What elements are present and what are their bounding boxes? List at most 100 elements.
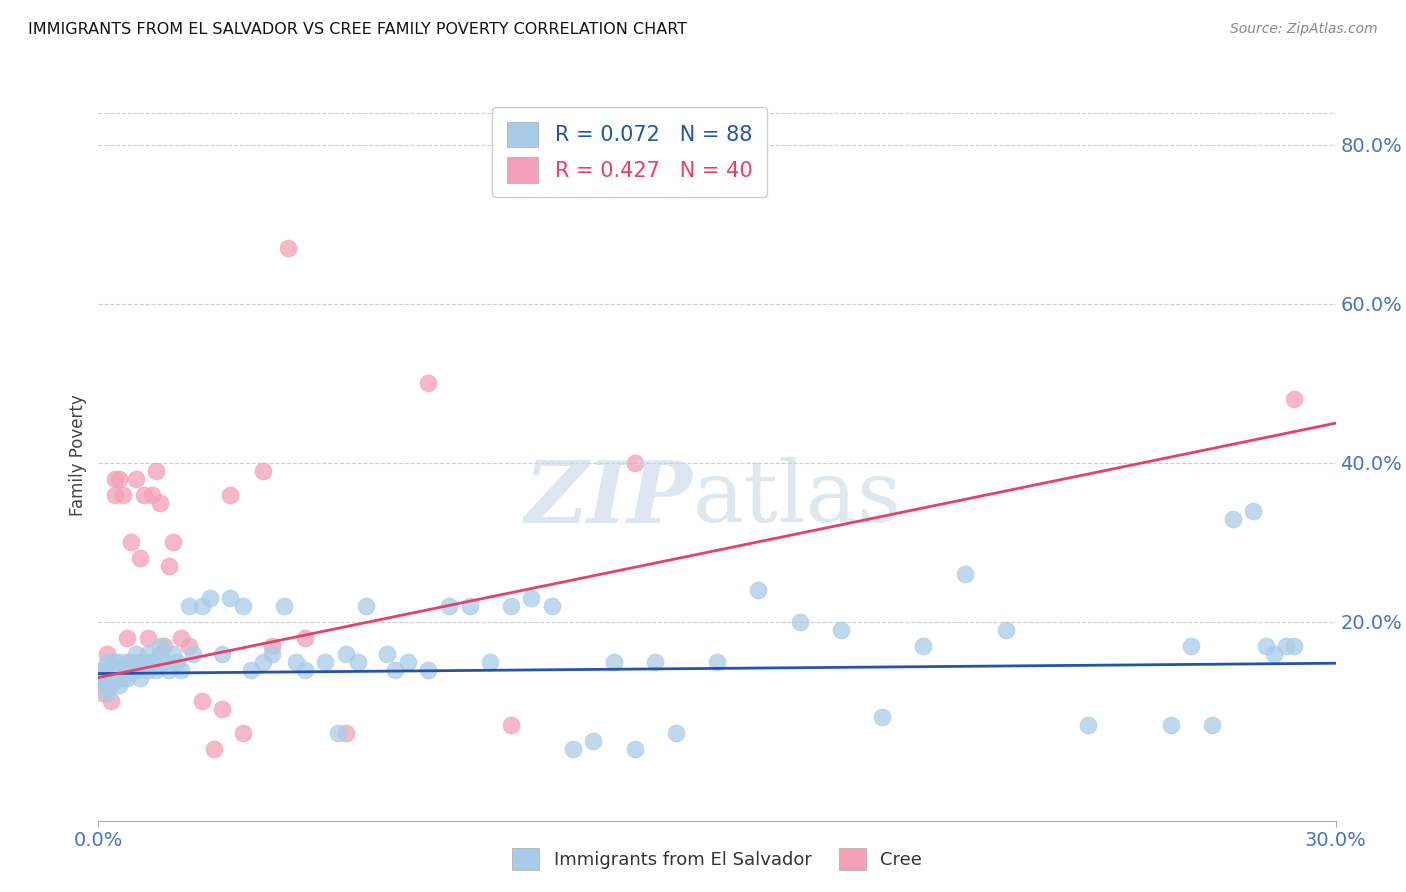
Point [384, 663, 406, 677]
Point [706, 655, 728, 669]
Point [91, 678, 114, 692]
Point [141, 655, 163, 669]
Point [153, 655, 176, 669]
Point [665, 726, 688, 740]
Point [1180, 639, 1202, 653]
Point [994, 623, 1017, 637]
Point [100, 678, 122, 692]
Point [179, 639, 201, 653]
Point [479, 655, 502, 669]
Y-axis label: Family Poverty: Family Poverty [69, 394, 87, 516]
Legend: Immigrants from El Salvador, Cree: Immigrants from El Salvador, Cree [505, 841, 929, 878]
Point [335, 647, 357, 661]
Point [181, 647, 204, 661]
Point [132, 488, 155, 502]
Point [124, 663, 146, 677]
Point [162, 647, 184, 661]
Point [112, 671, 135, 685]
Point [1160, 718, 1182, 732]
Text: Source: ZipAtlas.com: Source: ZipAtlas.com [1230, 22, 1378, 37]
Point [953, 567, 976, 582]
Point [541, 599, 564, 613]
Point [458, 599, 481, 613]
Point [91, 663, 114, 677]
Point [198, 591, 221, 605]
Text: atlas: atlas [692, 458, 901, 541]
Point [1263, 647, 1285, 661]
Point [603, 655, 626, 669]
Point [104, 655, 127, 669]
Point [1201, 718, 1223, 732]
Point [136, 647, 159, 661]
Point [1254, 639, 1277, 653]
Point [108, 472, 131, 486]
Point [96, 686, 118, 700]
Point [190, 694, 212, 708]
Point [232, 726, 254, 740]
Point [623, 742, 645, 756]
Point [153, 639, 176, 653]
Point [1284, 392, 1306, 407]
Point [117, 663, 139, 677]
Point [108, 678, 131, 692]
Point [136, 631, 159, 645]
Point [219, 488, 242, 502]
Point [149, 639, 172, 653]
Point [219, 591, 242, 605]
Point [96, 671, 118, 685]
Point [112, 663, 135, 677]
Point [96, 647, 118, 661]
Point [1275, 639, 1298, 653]
Point [285, 655, 308, 669]
Point [347, 655, 370, 669]
Point [100, 694, 122, 708]
Point [145, 464, 167, 478]
Point [375, 647, 398, 661]
Point [149, 495, 172, 509]
Text: IMMIGRANTS FROM EL SALVADOR VS CREE FAMILY POVERTY CORRELATION CHART: IMMIGRANTS FROM EL SALVADOR VS CREE FAMI… [28, 22, 688, 37]
Point [314, 655, 336, 669]
Point [91, 686, 114, 700]
Point [273, 599, 295, 613]
Point [128, 671, 150, 685]
Point [252, 464, 274, 478]
Point [1077, 718, 1099, 732]
Point [252, 655, 274, 669]
Point [120, 655, 142, 669]
Point [117, 671, 139, 685]
Point [232, 599, 254, 613]
Point [136, 663, 159, 677]
Point [520, 591, 543, 605]
Point [644, 655, 666, 669]
Point [418, 663, 440, 677]
Text: ZIP: ZIP [524, 457, 692, 541]
Point [96, 671, 118, 685]
Point [870, 710, 893, 724]
Point [202, 742, 225, 756]
Point [170, 631, 193, 645]
Point [211, 647, 233, 661]
Point [561, 742, 583, 756]
Point [623, 456, 645, 470]
Point [294, 631, 316, 645]
Point [356, 599, 378, 613]
Point [789, 615, 811, 629]
Point [100, 671, 122, 685]
Point [396, 655, 419, 669]
Point [1284, 639, 1306, 653]
Point [120, 535, 142, 549]
Point [117, 655, 139, 669]
Point [104, 663, 127, 677]
Point [108, 663, 131, 677]
Point [128, 655, 150, 669]
Point [747, 583, 769, 598]
Point [132, 655, 155, 669]
Point [124, 647, 146, 661]
Point [141, 488, 163, 502]
Point [190, 599, 212, 613]
Point [277, 241, 299, 255]
Point [240, 663, 263, 677]
Point [104, 488, 127, 502]
Point [149, 647, 172, 661]
Point [335, 726, 357, 740]
